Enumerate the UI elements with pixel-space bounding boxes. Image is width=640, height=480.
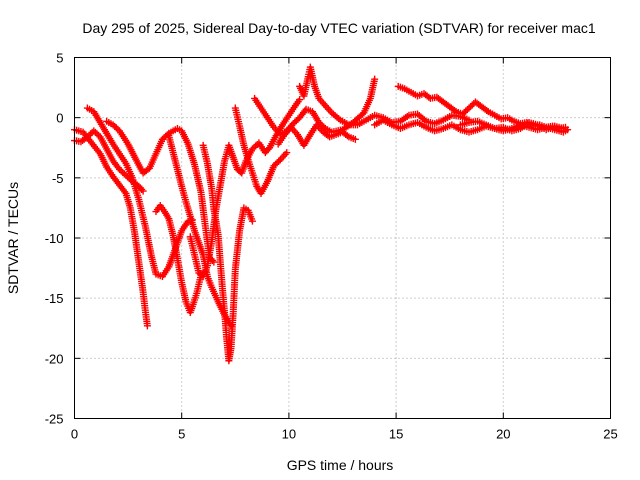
chart-title: Day 295 of 2025, Sidereal Day-to-day VTE… <box>82 20 595 36</box>
data-series <box>152 202 209 317</box>
x-tick-label: 15 <box>389 427 403 442</box>
data-point <box>95 131 103 139</box>
x-tick-label: 0 <box>71 427 78 442</box>
data-point <box>283 149 291 157</box>
x-axis-label: GPS time / hours <box>287 457 394 473</box>
data-series <box>251 75 379 139</box>
data-series <box>456 117 567 135</box>
data-point <box>139 187 147 195</box>
x-tick-label: 10 <box>282 427 296 442</box>
y-tick-label: -25 <box>45 412 64 427</box>
data-point <box>296 96 304 104</box>
data-point <box>564 126 572 134</box>
data-series <box>186 96 304 281</box>
data-markers <box>71 63 572 365</box>
data-series <box>165 132 235 330</box>
data-series <box>103 117 218 266</box>
x-tick-label: 25 <box>603 427 617 442</box>
data-point <box>371 75 379 83</box>
data-point <box>210 258 218 266</box>
y-tick-label: -5 <box>52 171 64 186</box>
data-point <box>143 322 151 330</box>
plot-frame <box>74 57 611 419</box>
data-series <box>71 126 151 330</box>
data-point <box>343 132 351 140</box>
y-tick-label: -20 <box>45 351 64 366</box>
y-tick-label: 5 <box>56 51 63 66</box>
data-point <box>483 106 491 114</box>
data-series <box>231 104 291 197</box>
x-tick-label: 5 <box>178 427 185 442</box>
data-point <box>425 93 433 101</box>
y-axis-label: SDTVAR / TECUs <box>5 182 21 294</box>
data-point <box>248 217 256 225</box>
data-point <box>275 157 283 165</box>
data-series <box>274 121 359 149</box>
data-point <box>351 135 359 143</box>
data-point <box>264 145 272 153</box>
data-point <box>208 256 216 264</box>
x-tick-label: 20 <box>496 427 510 442</box>
data-point <box>138 185 146 193</box>
y-tick-label: -15 <box>45 291 64 306</box>
data-point <box>559 124 567 132</box>
y-tick-label: -10 <box>45 231 64 246</box>
data-point <box>451 106 459 114</box>
y-tick-label: 0 <box>56 111 63 126</box>
